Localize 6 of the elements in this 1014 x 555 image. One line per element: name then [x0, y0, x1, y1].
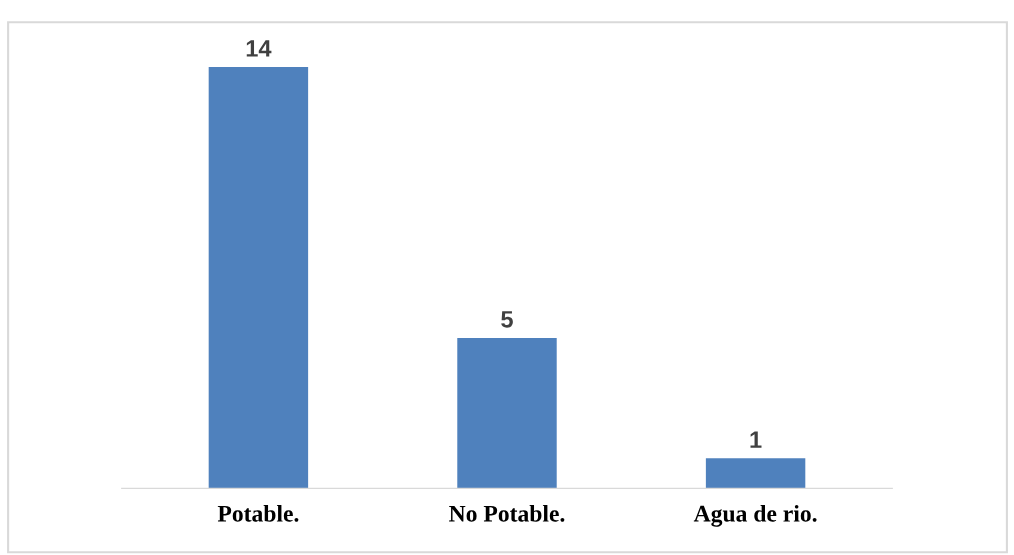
x-tick-label: Potable.: [217, 505, 299, 522]
data-label: 5: [501, 311, 513, 328]
data-label: 14: [246, 40, 272, 57]
data-label: 1: [750, 431, 762, 448]
x-tick-label: Agua de rio.: [693, 505, 817, 527]
x-tick-label: No Potable.: [449, 505, 565, 522]
